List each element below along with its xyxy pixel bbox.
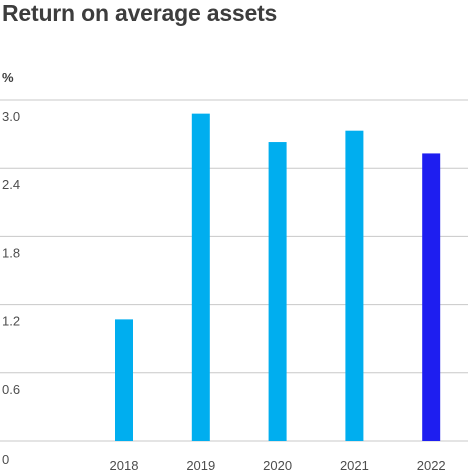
y-axis-unit-label: % [2, 70, 14, 85]
bars [115, 113, 441, 441]
chart-title: Return on average assets [2, 0, 278, 26]
x-axis-ticks: 2018 2019 2020 2021 2022 [110, 458, 446, 473]
y-tick-label: 1.8 [2, 245, 20, 260]
y-tick-label: 3.0 [2, 109, 20, 124]
x-tick-label-2021: 2021 [340, 458, 369, 473]
gridlines [0, 99, 468, 442]
y-tick-label: 0.6 [2, 382, 20, 397]
x-tick-label-2020: 2020 [263, 458, 292, 473]
y-tick-label: 1.2 [2, 314, 20, 329]
x-tick-label-2022: 2022 [417, 458, 446, 473]
x-tick-label-2018: 2018 [110, 458, 139, 473]
y-tick-label: 0 [2, 452, 9, 467]
x-tick-label-2019: 2019 [186, 458, 215, 473]
bar-2020 [268, 142, 287, 441]
bar-2021 [345, 130, 364, 441]
bar-2022 [422, 153, 441, 441]
y-axis-ticks: 0 0.6 1.2 1.8 2.4 3.0 [2, 109, 20, 467]
bar-2018 [115, 319, 133, 441]
y-tick-label: 2.4 [2, 177, 20, 192]
bar-2019 [191, 113, 210, 441]
